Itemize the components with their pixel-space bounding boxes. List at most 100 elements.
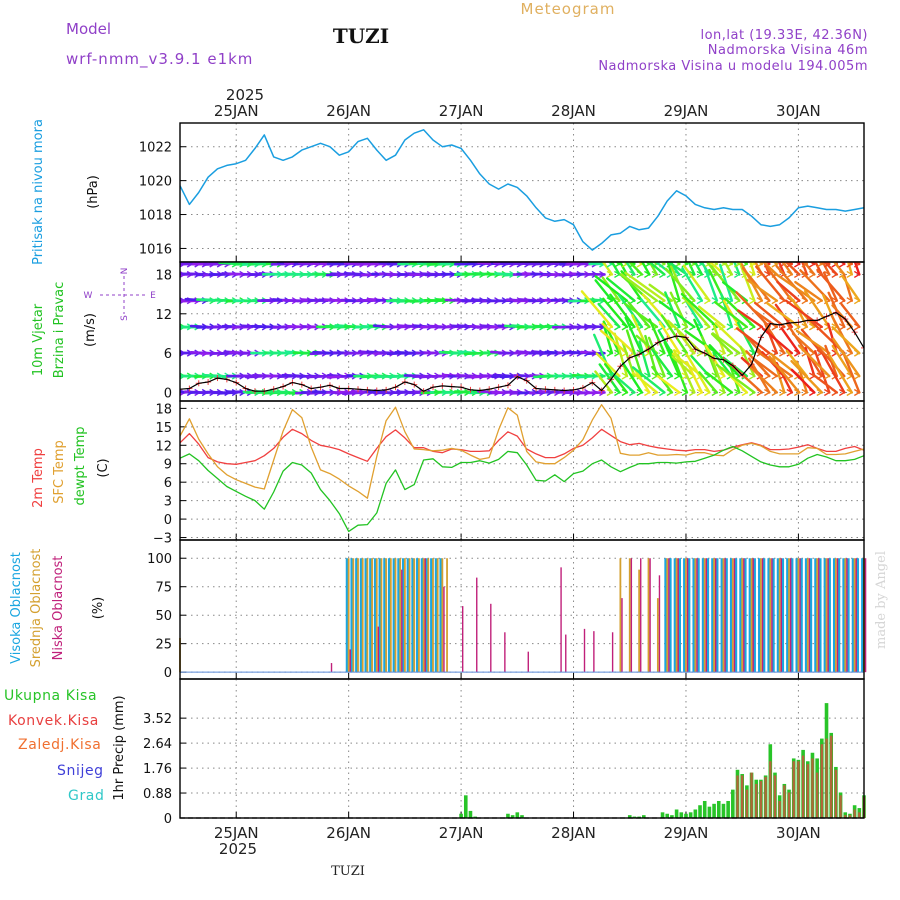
cloud-mid-label: Srednja Oblacnost: [29, 549, 44, 668]
wind-arrow: [671, 355, 696, 378]
ytick-label: 9: [164, 458, 172, 473]
precip-legend-item: Ukupna Kisa: [4, 688, 97, 704]
wind-arrow: [615, 262, 621, 266]
wind-arrow-head: [816, 323, 823, 328]
total-precip-bar: [515, 812, 520, 818]
wind-arrow-head: [651, 372, 658, 377]
wind-arrow-head: [756, 300, 763, 305]
wind-arrow-head: [816, 300, 823, 305]
wind-arrow: [676, 354, 696, 394]
wind-arrow-head: [734, 372, 740, 377]
wind-arrow-head: [674, 297, 680, 302]
wind-arrow-head: [823, 372, 830, 377]
wind-arrow-head: [808, 349, 815, 354]
total-precip-bar: [506, 813, 510, 818]
wind-arrow-head: [831, 323, 838, 328]
wind-arrow-head: [734, 300, 740, 305]
wind-arrow: [603, 326, 614, 355]
station-title: TUZI: [333, 24, 389, 48]
wind-arrow: [782, 262, 786, 266]
total-precip-bar: [674, 809, 679, 818]
total-precip-bar: [665, 813, 670, 818]
precip-legend-item: Konvek.Kisa: [8, 713, 99, 729]
wind-arrow-head: [808, 323, 815, 328]
wind-arrow: [687, 262, 696, 276]
wind-arrow: [601, 262, 614, 276]
wind-arrow-head: [659, 388, 665, 394]
wind-arrow: [685, 300, 704, 329]
ytick-label: 0.88: [143, 787, 172, 802]
wind-arrow: [802, 262, 816, 276]
wind-arrow-head: [681, 391, 688, 397]
wind-ylabel-1: 10m Vjetar: [31, 303, 46, 376]
ytick-label: 12: [155, 439, 172, 454]
dewpt-temp-line: [179, 445, 865, 533]
ytick-label: −3: [153, 532, 172, 547]
wind-arrow-head: [719, 372, 725, 377]
wind-arrow-head: [621, 388, 628, 394]
wind-arrow: [617, 293, 644, 329]
convective-precip-bar: [787, 792, 791, 818]
wind-arrow: [597, 302, 621, 329]
wind-arrow: [682, 296, 711, 329]
wind-arrow: [776, 280, 801, 302]
wind-arrow-head: [793, 388, 800, 394]
ytick-label: 1022: [139, 141, 172, 156]
wind-arrow-head: [749, 375, 755, 380]
convective-precip-bar: [740, 775, 744, 818]
wind-arrow-head: [853, 263, 860, 268]
wind-arrow-head: [823, 391, 830, 397]
wind-arrow: [819, 262, 824, 266]
wind-arrow-head: [823, 388, 830, 394]
ytick-label: 75: [155, 581, 172, 596]
wind-arrow-head: [816, 263, 823, 268]
wind-arrow: [821, 351, 846, 394]
wind-arrow-head: [666, 372, 673, 377]
wind-arrow-head: [749, 349, 755, 354]
wind-arrow: [666, 262, 681, 302]
wind-arrow-head: [786, 273, 793, 279]
wind-arrow: [685, 353, 711, 394]
total-precip-bar: [627, 815, 632, 818]
wind-arrow-head: [704, 300, 710, 305]
wind-arrow-head: [606, 372, 613, 377]
ytick-label: 1016: [139, 242, 172, 257]
wind-arrow: [625, 262, 636, 276]
elevation-label: Nadmorska Visina 46m: [708, 43, 868, 58]
wind-arrow-head: [846, 388, 853, 394]
wind-arrow-head: [696, 297, 703, 302]
wind-arrow: [586, 298, 606, 302]
total-precip-bar: [716, 800, 721, 818]
model-elevation-label: Nadmorska Visina u modelu 194.005m: [598, 59, 868, 74]
pressure-ylabel: Pritisak na nivou mora: [31, 119, 46, 265]
wind-arrow-head: [734, 273, 740, 279]
convective-precip-bar: [815, 772, 819, 818]
wind-arrow-head: [726, 297, 733, 302]
wind-arrow-head: [778, 388, 785, 394]
wind-arrow-head: [644, 273, 650, 279]
wind-arrow-head: [681, 349, 688, 354]
wind-arrow-head: [838, 391, 845, 397]
wind-arrow: [761, 327, 794, 355]
wind-arrow-head: [734, 388, 740, 394]
wind-arrow-head: [704, 297, 710, 302]
pressure-line: [179, 129, 865, 251]
pressure-panel: 1016 1018 1020 1022: [139, 122, 865, 263]
wind-arrow-head: [689, 388, 695, 394]
wind-arrow-head: [614, 273, 620, 279]
wind-arrow-head: [734, 352, 740, 357]
total-precip-bar: [468, 810, 473, 818]
wind-arrow-head: [599, 372, 605, 377]
wind-arrow-head: [749, 391, 755, 397]
wind-arrow: [625, 329, 644, 378]
wind-arrow: [638, 340, 651, 378]
wind-arrow-head: [674, 372, 680, 377]
wind-arrow: [791, 332, 816, 355]
ytick-label: 15: [155, 421, 172, 436]
bottom-day-label: 27JAN: [439, 824, 484, 842]
wind-arrow-head: [816, 372, 823, 377]
wind-arrow-head: [659, 270, 665, 276]
wind-arrow-head: [831, 270, 838, 276]
wind-arrow: [747, 364, 779, 394]
